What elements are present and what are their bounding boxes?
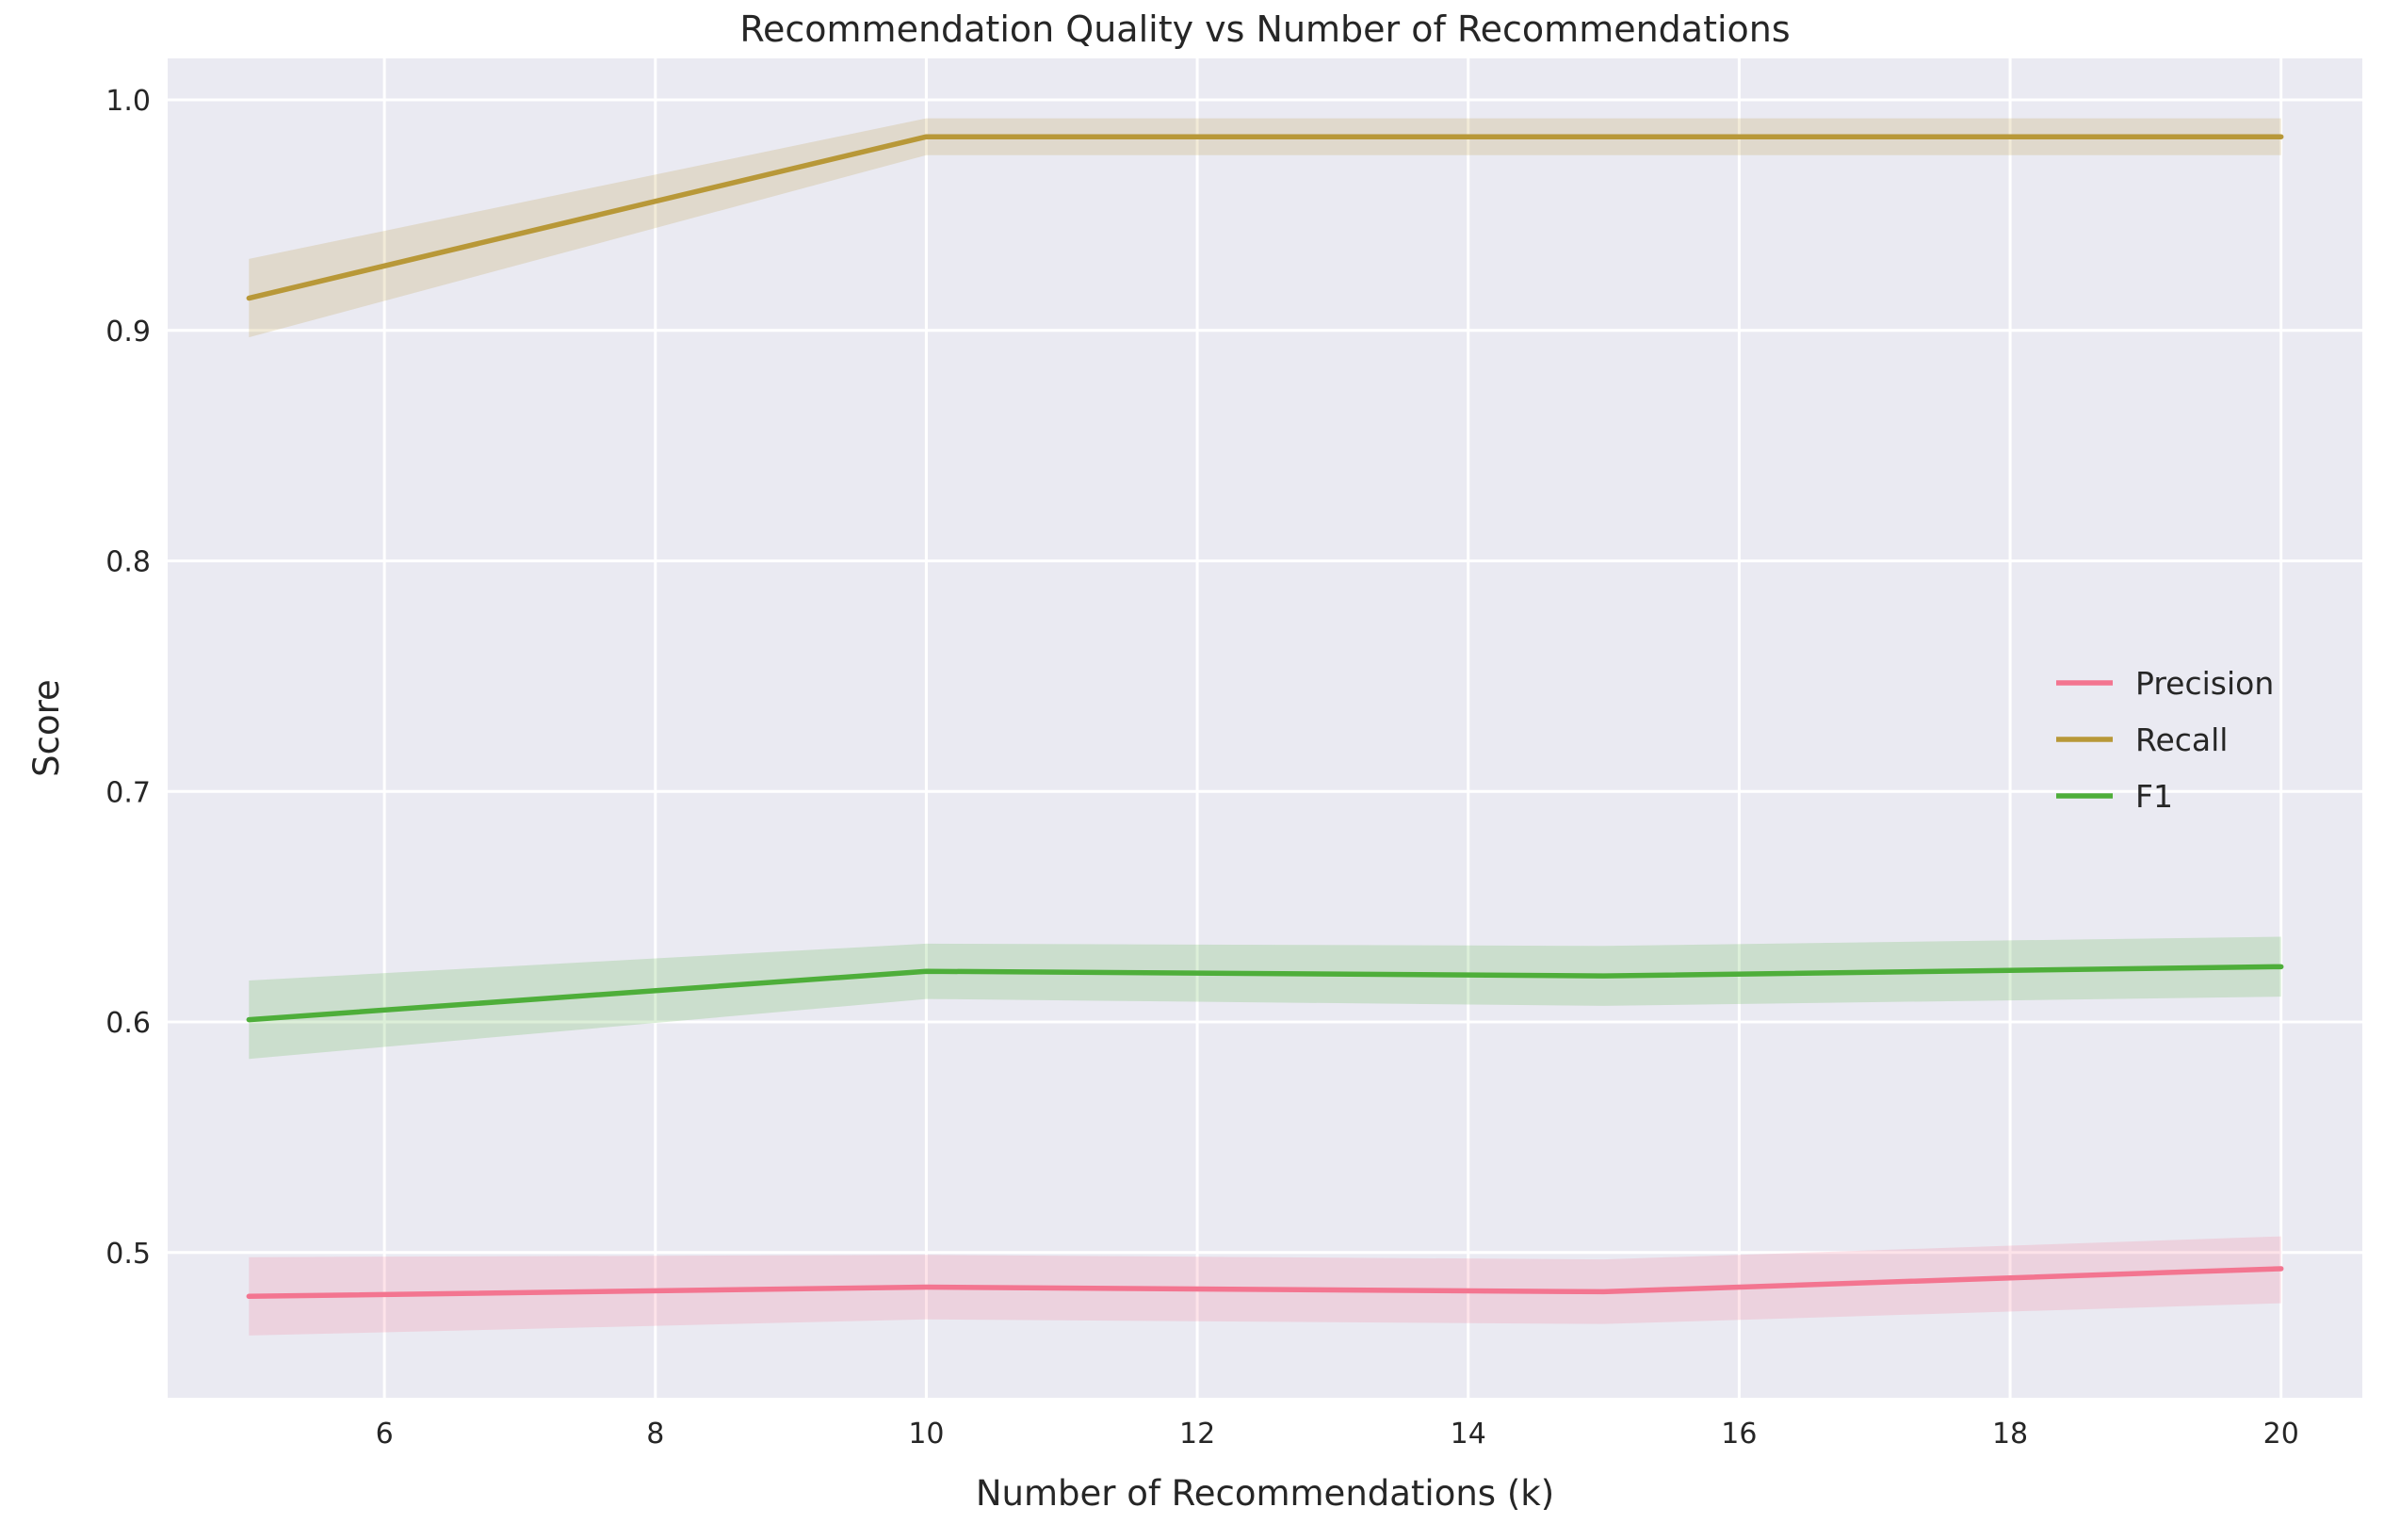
x-tick-label: 12 <box>1179 1418 1215 1451</box>
y-tick-label: 0.8 <box>105 546 151 579</box>
plot-background <box>168 58 2362 1398</box>
y-gridlines <box>168 98 2362 1255</box>
confidence-bands <box>249 118 2281 1336</box>
f1-line <box>246 964 2284 1023</box>
x-axis-label: Number of Recommendations (k) <box>976 1473 1554 1514</box>
series-lines <box>246 134 2284 1300</box>
x-tick-label: 8 <box>646 1418 664 1451</box>
precision-line <box>246 1266 2284 1300</box>
y-tick-label: 0.7 <box>105 776 151 809</box>
y-tick-label: 1.0 <box>105 85 151 118</box>
y-tick-label: 0.6 <box>105 1007 151 1040</box>
recall-confidence-band <box>249 118 2281 338</box>
legend-label-precision: Precision <box>2135 665 2274 702</box>
x-gridlines <box>382 58 2283 1398</box>
legend-label-f1: F1 <box>2135 778 2173 815</box>
legend-label-recall: Recall <box>2135 721 2228 758</box>
y-tick-label: 0.9 <box>105 316 151 349</box>
y-tick-labels: 0.5 0.6 0.7 0.8 0.9 1.0 <box>105 85 151 1271</box>
y-axis-label: Score <box>26 679 67 777</box>
f1-confidence-band <box>249 936 2281 1060</box>
chart-title: Recommendation Quality vs Number of Reco… <box>739 8 1790 50</box>
x-tick-label: 10 <box>908 1418 944 1451</box>
x-tick-label: 14 <box>1451 1418 1486 1451</box>
recall-line <box>246 134 2284 301</box>
y-tick-label: 0.5 <box>105 1238 151 1271</box>
x-tick-label: 16 <box>1721 1418 1757 1451</box>
legend: Precision Recall F1 <box>2056 665 2274 815</box>
precision-confidence-band <box>249 1236 2281 1336</box>
x-tick-label: 18 <box>1992 1418 2028 1451</box>
x-tick-label: 20 <box>2263 1418 2299 1451</box>
x-tick-labels: 6 8 10 12 14 16 18 20 <box>376 1418 2299 1451</box>
x-tick-label: 6 <box>376 1418 394 1451</box>
